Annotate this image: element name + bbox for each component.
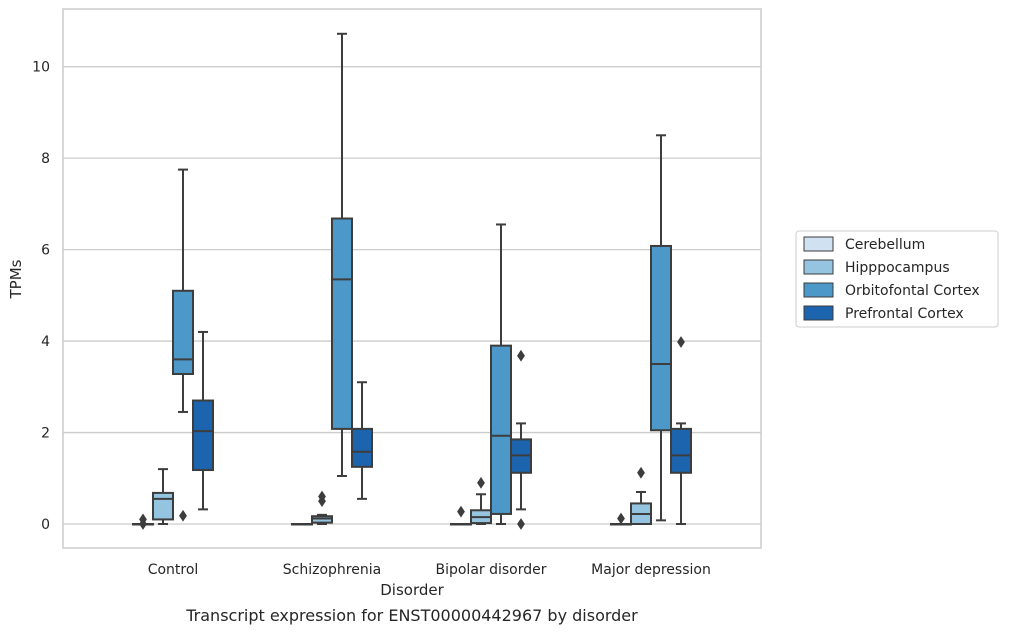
figure-caption: Transcript expression for ENST0000044296… — [186, 606, 638, 625]
box-iqr — [490, 344, 512, 515]
box-orbitofontal-cortex — [650, 134, 672, 522]
box-orbitofontal-cortex — [172, 168, 194, 522]
outlier-point — [677, 336, 685, 348]
y-tick-label: 0 — [41, 517, 50, 533]
box-cerebellum — [291, 523, 313, 526]
legend-frame — [795, 230, 999, 328]
outlier-point — [318, 490, 326, 503]
outlier-point — [637, 466, 645, 479]
legend-swatch — [803, 282, 834, 298]
outlier-point — [617, 512, 625, 525]
y-axis-ticks: 0 2 4 6 8 10 — [32, 60, 50, 533]
box-iqr — [650, 244, 672, 432]
box-iqr — [351, 427, 373, 468]
box-prefrontal-cortex — [510, 349, 532, 530]
legend-swatch — [803, 236, 834, 252]
y-tick-label: 4 — [41, 334, 50, 350]
outlier-point — [139, 513, 147, 526]
legend-label: Hipppocampus — [845, 260, 950, 276]
legend-swatch — [803, 259, 834, 275]
box-hipppocampus — [152, 468, 174, 525]
legend-label: Prefrontal Cortex — [845, 306, 964, 322]
x-axis-ticks: Control Schizophrenia Bipolar disorder Majo… — [148, 562, 711, 578]
box-orbitofontal-cortex — [490, 223, 512, 525]
box-iqr — [152, 491, 174, 521]
box-iqr — [331, 217, 353, 430]
y-axis-label: TPMs — [7, 259, 25, 299]
y-tick-label: 10 — [32, 60, 50, 76]
box-orbitofontal-cortex — [331, 32, 353, 477]
box-hipppocampus — [311, 490, 333, 525]
box-hipppocampus — [630, 466, 652, 526]
x-tick-label: Bipolar disorder — [435, 562, 546, 578]
legend: Cerebellum Hipppocampus Orbitofontal Corte… — [795, 230, 999, 328]
box-cerebellum — [610, 512, 632, 526]
y-tick-label: 8 — [41, 151, 50, 167]
box-iqr — [192, 399, 214, 472]
box-iqr — [670, 427, 692, 474]
outlier-point — [517, 518, 525, 530]
x-tick-label: Schizophrenia — [283, 562, 381, 578]
x-axis-label: Disorder — [380, 581, 444, 599]
box-hipppocampus — [470, 476, 492, 525]
y-tick-label: 6 — [41, 243, 50, 259]
box-prefrontal-cortex — [192, 330, 214, 511]
outlier-point — [477, 476, 485, 489]
legend-label: Cerebellum — [845, 237, 925, 253]
legend-label: Orbitofontal Cortex — [845, 283, 980, 299]
box-cerebellum — [132, 513, 154, 530]
outlier-point — [517, 349, 525, 362]
x-tick-label: Major depression — [591, 562, 711, 578]
box-prefrontal-cortex — [351, 381, 373, 500]
legend-swatch — [803, 305, 834, 321]
box-cerebellum — [450, 505, 472, 526]
box-prefrontal-cortex — [670, 336, 692, 525]
box-plot-layer — [132, 32, 692, 530]
box-iqr — [172, 289, 194, 376]
outlier-point — [179, 509, 187, 522]
x-tick-label: Control — [148, 562, 199, 578]
y-tick-label: 2 — [41, 426, 50, 442]
plot-frame — [62, 8, 762, 549]
outlier-point — [457, 505, 465, 518]
